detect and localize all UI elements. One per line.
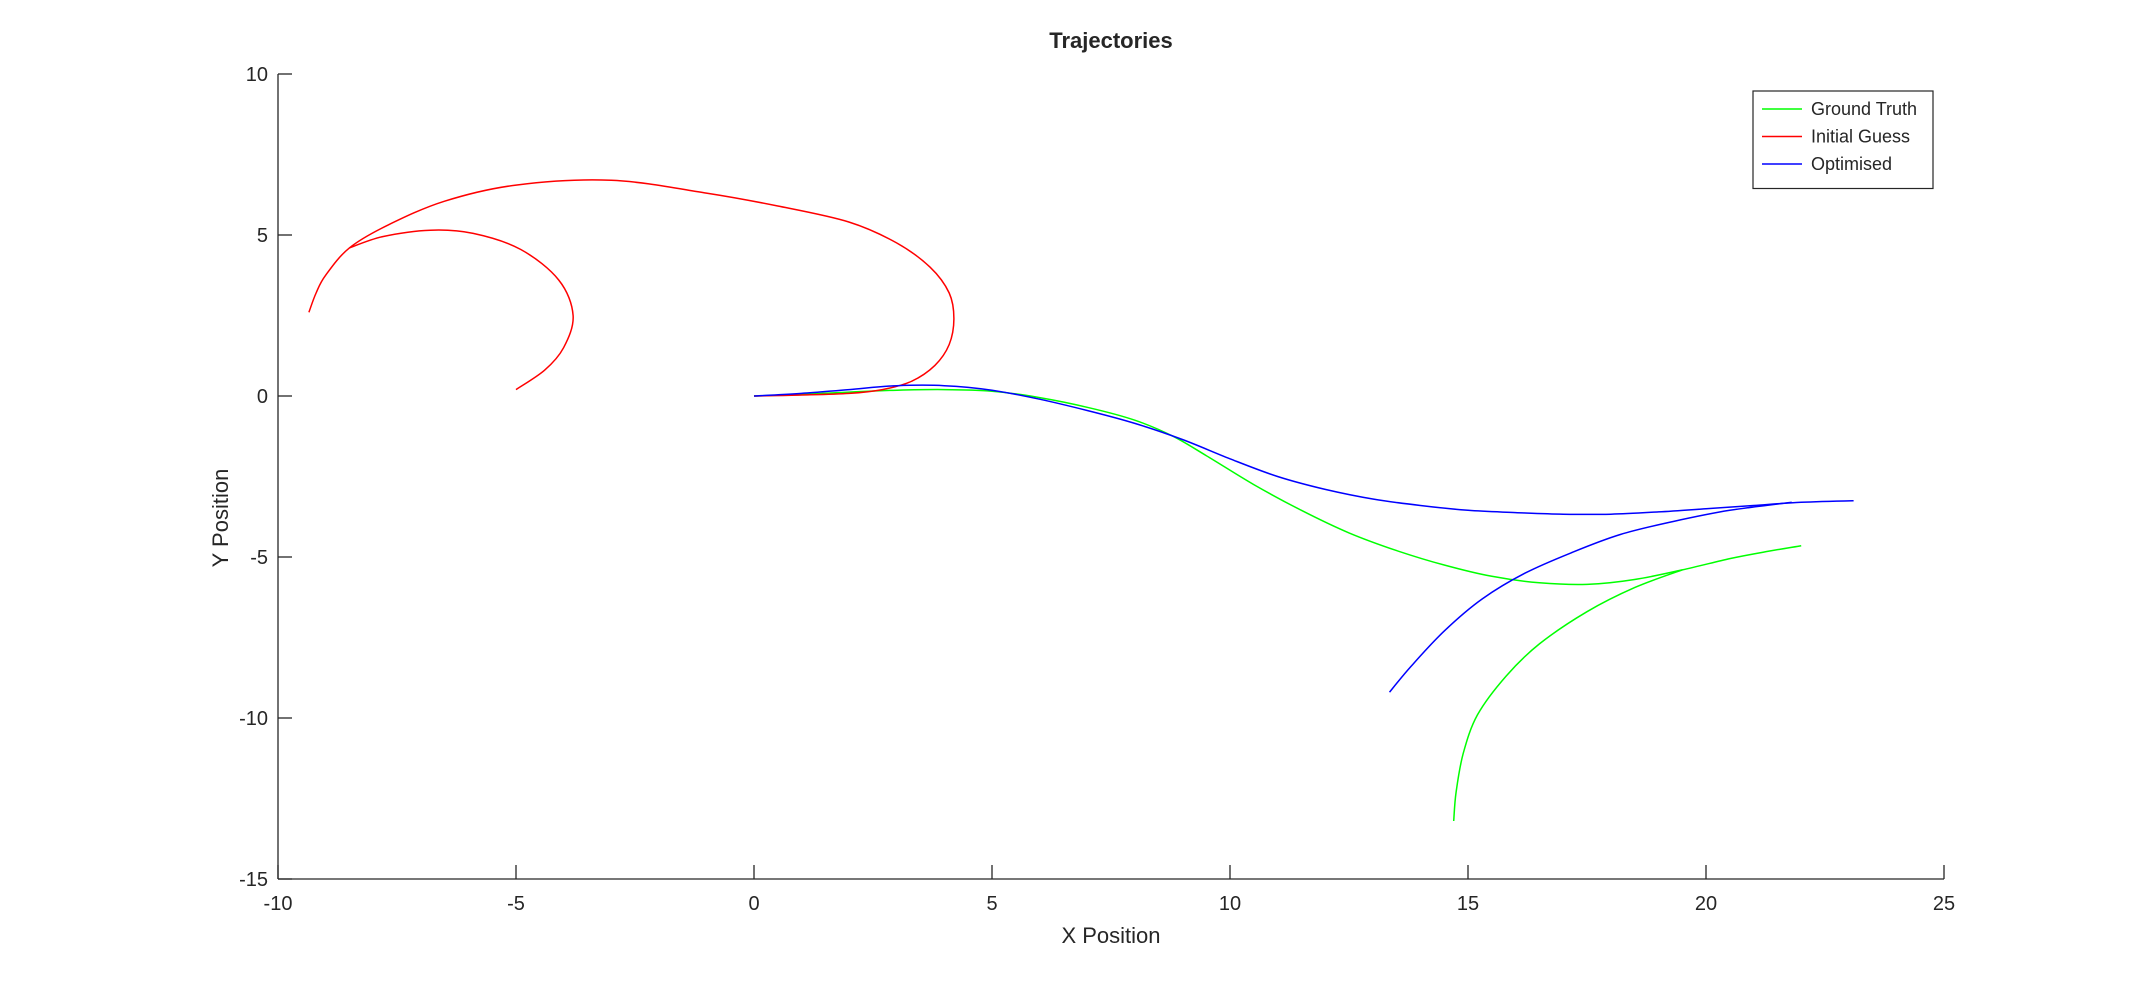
legend-box xyxy=(1752,90,1934,190)
x-tick-label: 20 xyxy=(1695,893,1717,915)
series-line-ground-truth xyxy=(753,388,1802,586)
y-tick-label: -10 xyxy=(239,708,268,730)
series-branch-optimised xyxy=(1388,501,1792,693)
x-tick-label: 25 xyxy=(1933,893,1955,915)
x-tick-label: 15 xyxy=(1457,893,1479,915)
legend-label-optimised: Optimised xyxy=(1811,154,1892,174)
y-tick-label: 5 xyxy=(257,225,268,247)
series-branch-ground-truth xyxy=(1452,569,1683,822)
legend-label-ground-truth: Ground Truth xyxy=(1811,99,1917,119)
x-tick-label: -5 xyxy=(507,893,525,915)
legend: Ground Truth Initial Guess Optimised xyxy=(1752,90,1934,190)
y-tick-label: 0 xyxy=(257,386,268,408)
x-tick-label: 5 xyxy=(986,893,997,915)
y-tick-label: -5 xyxy=(250,547,268,569)
chart-title: Trajectories xyxy=(1049,28,1173,53)
series-line-optimised xyxy=(753,384,1854,516)
x-tick-label: 0 xyxy=(748,893,759,915)
x-axis-label: X Position xyxy=(1061,923,1160,948)
series-branch-initial-guess xyxy=(349,229,574,391)
legend-label-initial-guess: Initial Guess xyxy=(1811,127,1910,147)
y-axis-label: Y Position xyxy=(208,469,233,568)
series-line-initial-guess xyxy=(308,179,955,397)
x-tick-label: -10 xyxy=(264,893,293,915)
y-tick-label: 10 xyxy=(246,64,268,86)
x-tick-label: 10 xyxy=(1219,893,1241,915)
plot-lines xyxy=(308,179,1854,822)
y-tick-label: -15 xyxy=(239,869,268,891)
